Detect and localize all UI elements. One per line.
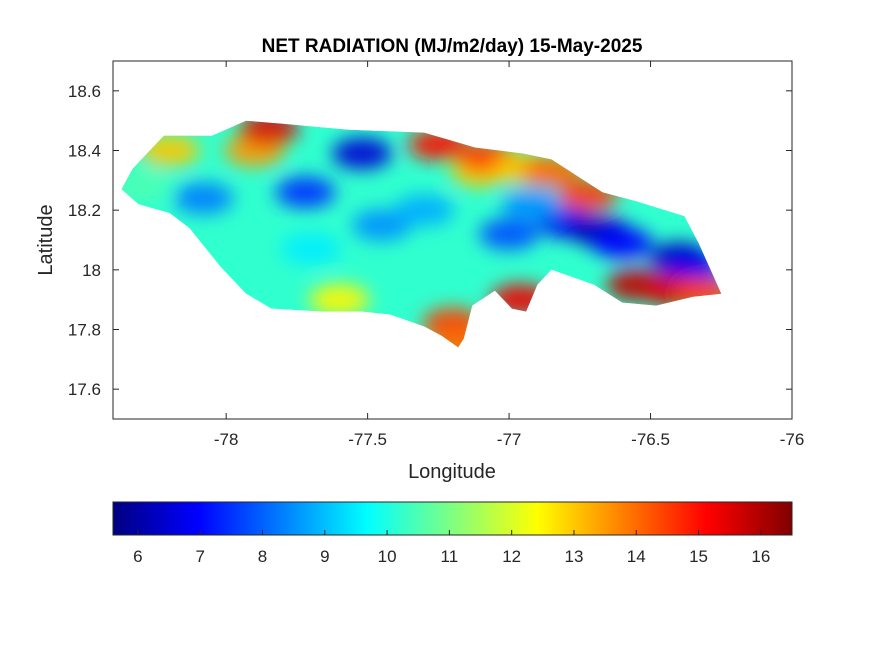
- heatmap-cell: [275, 176, 336, 209]
- heatmap-cell: [394, 194, 455, 227]
- colorbar-tick-label: 9: [320, 547, 329, 566]
- heatmap-field: [121, 120, 722, 348]
- heatmap-cell: [351, 209, 412, 242]
- chart-title: NET RADIATION (MJ/m2/day) 15-May-2025: [262, 36, 643, 57]
- y-tick-label: 18.6: [68, 82, 101, 101]
- colorbar-tick-label: 6: [133, 547, 142, 566]
- colorbar-tick-label: 7: [195, 547, 204, 566]
- colorbar-tick-label: 13: [565, 547, 584, 566]
- heatmap-cell: [501, 188, 562, 221]
- colorbar-tick-label: 15: [689, 547, 708, 566]
- colorbar-tick-label: 12: [502, 547, 521, 566]
- x-tick-label: -77.5: [348, 430, 387, 449]
- colorbar-tick-label: 10: [378, 547, 397, 566]
- y-tick-label: 18: [82, 261, 101, 280]
- heatmap-cell: [332, 137, 392, 170]
- heatmap-cell: [309, 283, 370, 316]
- colorbar-tick-label: 11: [441, 547, 459, 566]
- colorbar: [112, 501, 793, 536]
- heatmap-cell: [479, 218, 540, 250]
- x-axis-label: Longitude: [408, 461, 496, 483]
- x-tick-label: -76: [780, 430, 805, 449]
- x-axis: -78 -77.5 -77 -76.5 -76: [214, 61, 804, 449]
- heatmap-cell: [281, 232, 341, 265]
- y-tick-label: 18.4: [68, 142, 101, 161]
- y-tick-label: 18.2: [68, 201, 101, 220]
- y-tick-label: 17.6: [68, 380, 101, 399]
- colorbar-tick-label: 16: [751, 547, 770, 566]
- x-tick-label: -76.5: [631, 430, 670, 449]
- y-axis-label: Latitude: [35, 204, 57, 275]
- y-tick-label: 17.8: [68, 321, 101, 340]
- heatmap-cell: [592, 227, 653, 259]
- colorbar-tick-label: 8: [258, 547, 267, 566]
- colorbar-tick-label: 14: [627, 547, 646, 566]
- colorbar-ticks: 6 7 8 9 10 11 12 13 14 15 16: [133, 530, 770, 566]
- x-tick-label: -77: [497, 430, 522, 449]
- x-tick-label: -78: [214, 430, 239, 449]
- y-axis: 17.6 17.8 18 18.2 18.4 18.6: [68, 82, 792, 399]
- heatmap-cell: [173, 182, 234, 215]
